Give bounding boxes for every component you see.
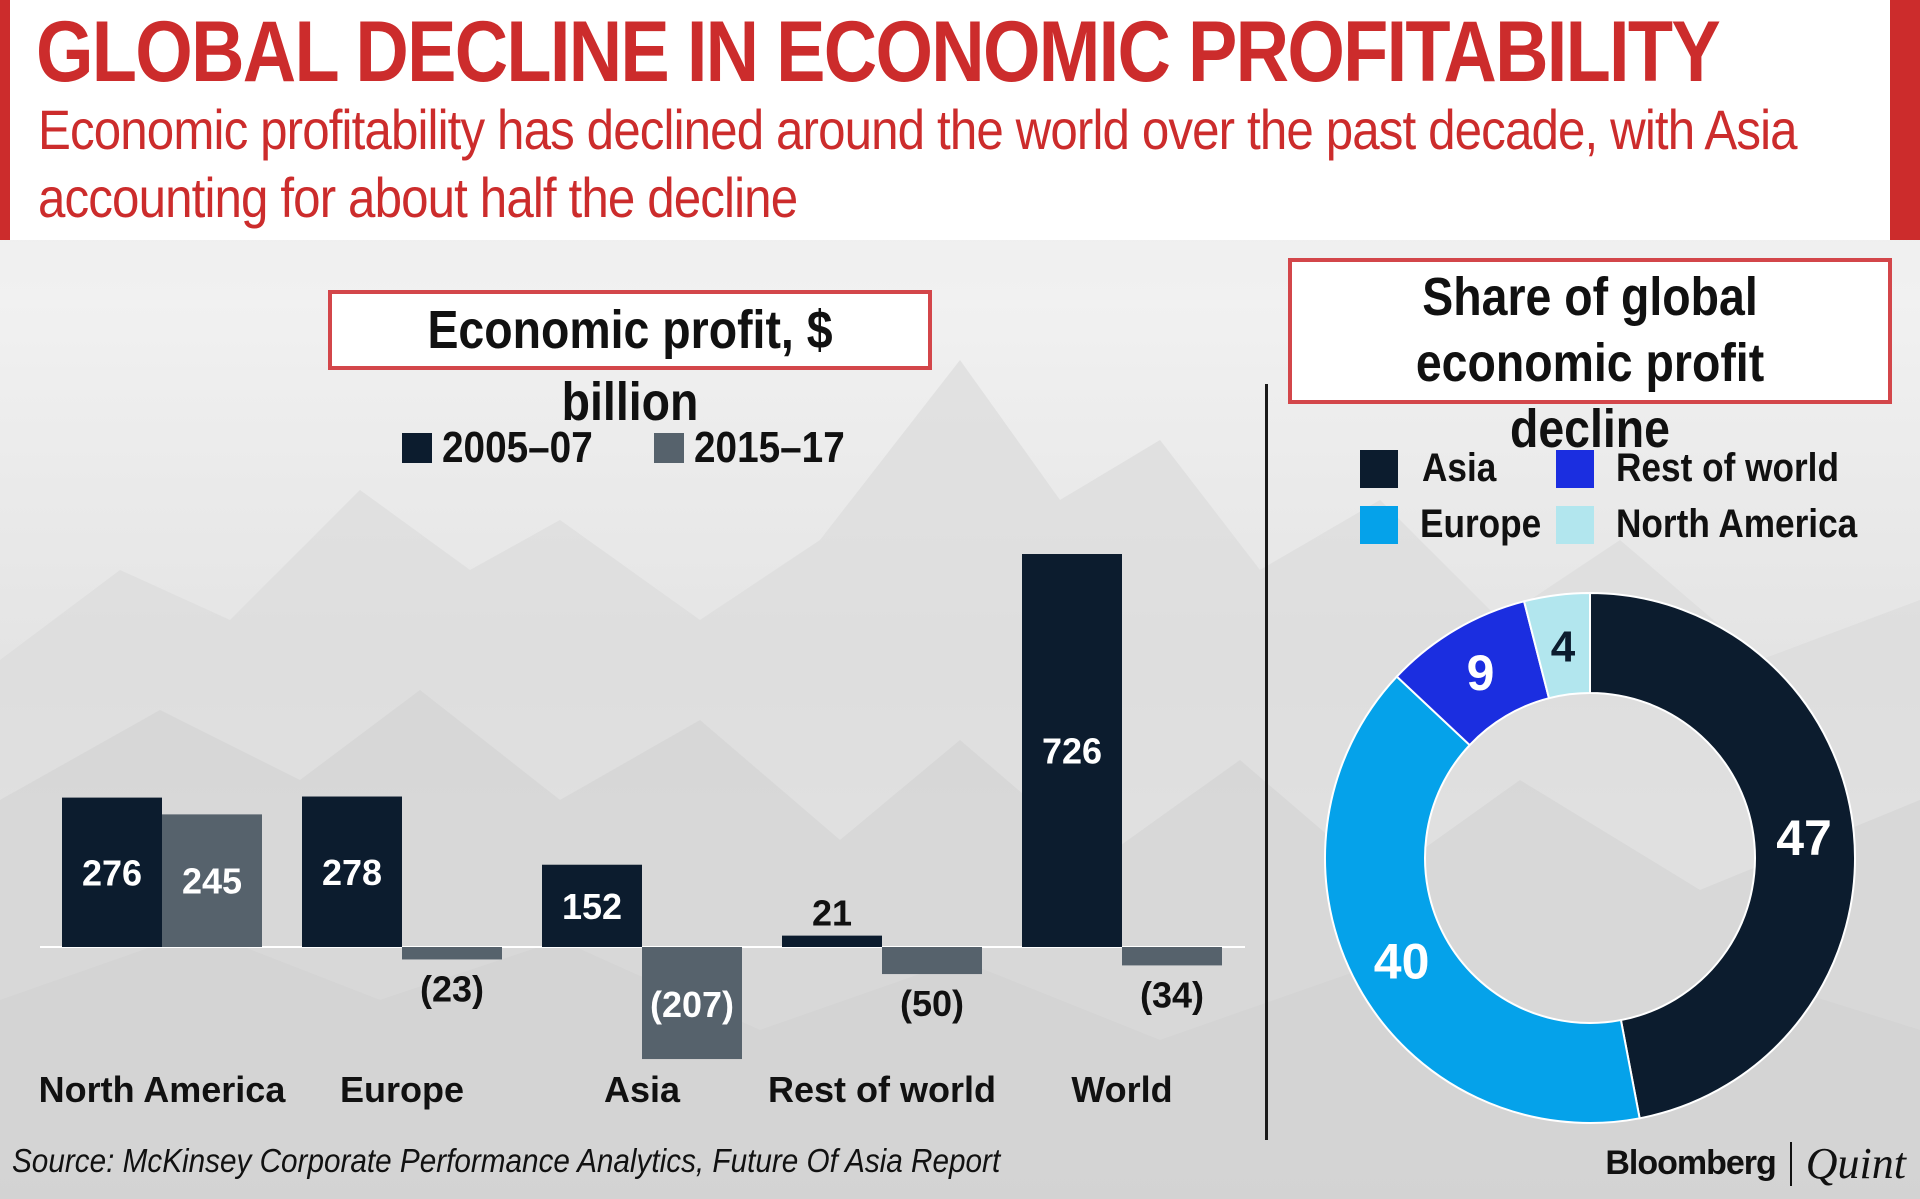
donut-slice-asia [1589,591,1857,1120]
bar-world-2005-07 [1022,554,1122,947]
legend-label-2015: 2015–17 [694,423,845,472]
bar-rest-of-world-2005-07 [782,935,882,947]
header-banner: GLOBAL DECLINE IN ECONOMIC PROFITABILITY… [0,0,1920,240]
bar-world-2015-17 [1122,947,1222,966]
donut-slice-north-america [1522,591,1591,700]
category-label-europe: Europe [340,1069,464,1110]
bar-europe-2005-07 [302,796,402,947]
bar-label-europe-2005-07: 278 [322,852,382,893]
mountain-backdrop [0,360,1920,1199]
donut-label-europe: 40 [1374,934,1430,990]
legend-swatch-rest-of-world [1556,450,1594,488]
category-label-world: World [1071,1069,1172,1110]
bar-asia-2015-17 [642,947,742,1060]
chart-divider [1265,384,1268,1140]
legend-label-asia: Asia [1422,446,1497,490]
bar-chart-title-text: Economic profit, $ billion [427,300,833,432]
bar-rest-of-world-2015-17 [882,947,982,975]
bar-label-north-america-2015-17: 245 [182,861,242,902]
bar-label-world-2005-07: 726 [1042,731,1102,772]
donut-slice-europe [1323,675,1641,1124]
bar-asia-2005-07 [542,864,642,947]
brand-quint: Quint [1805,1139,1906,1188]
bar-label-europe-2015-17: (23) [420,968,484,1009]
legend-swatch-2015 [654,433,684,463]
page-title: GLOBAL DECLINE IN ECONOMIC PROFITABILITY [36,4,1721,100]
donut-label-asia: 47 [1776,810,1832,866]
donut-chart-title-text: Share of global economic profit decline [1415,267,1765,459]
bar-north-america-2015-17 [162,814,262,947]
legend-swatch-europe [1360,506,1398,544]
legend-label-north-america: North America [1616,502,1858,546]
category-label-asia: Asia [604,1069,681,1110]
brand-separator [1789,1141,1792,1186]
source-note: Source: McKinsey Corporate Performance A… [12,1142,1001,1179]
bar-label-rest-of-world-2015-17: (50) [900,983,964,1024]
bar-label-asia-2015-17: (207) [650,984,734,1025]
legend-label-2005: 2005–07 [442,423,593,472]
donut-chart-title: Share of global economic profit decline [1288,258,1892,459]
bar-label-rest-of-world-2005-07: 21 [812,893,852,934]
brand-bloomberg: Bloomberg [1605,1144,1776,1182]
legend-label-rest-of-world: Rest of world [1616,446,1839,490]
legend-swatch-north-america [1556,506,1594,544]
bar-europe-2015-17 [402,947,502,960]
bar-label-north-america-2005-07: 276 [82,852,142,893]
category-label-rest-of-world: Rest of world [768,1069,996,1110]
brand-logo: Bloomberg Quint [1605,1138,1906,1188]
bar-north-america-2005-07 [62,797,162,947]
legend-label-europe: Europe [1420,502,1542,546]
bar-label-world-2015-17: (34) [1140,974,1204,1015]
bar-chart-title: Economic profit, $ billion [328,290,932,432]
legend-swatch-asia [1360,450,1398,488]
bar-label-asia-2005-07: 152 [562,886,622,927]
page-subtitle: Economic profitability has declined arou… [38,98,1798,229]
category-label-north-america: North America [39,1069,287,1110]
legend-swatch-2005 [402,433,432,463]
donut-label-rest-of-world: 9 [1467,645,1495,701]
donut-label-north-america: 4 [1551,623,1576,672]
